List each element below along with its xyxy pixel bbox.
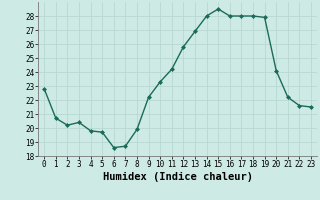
X-axis label: Humidex (Indice chaleur): Humidex (Indice chaleur) [103, 172, 252, 182]
